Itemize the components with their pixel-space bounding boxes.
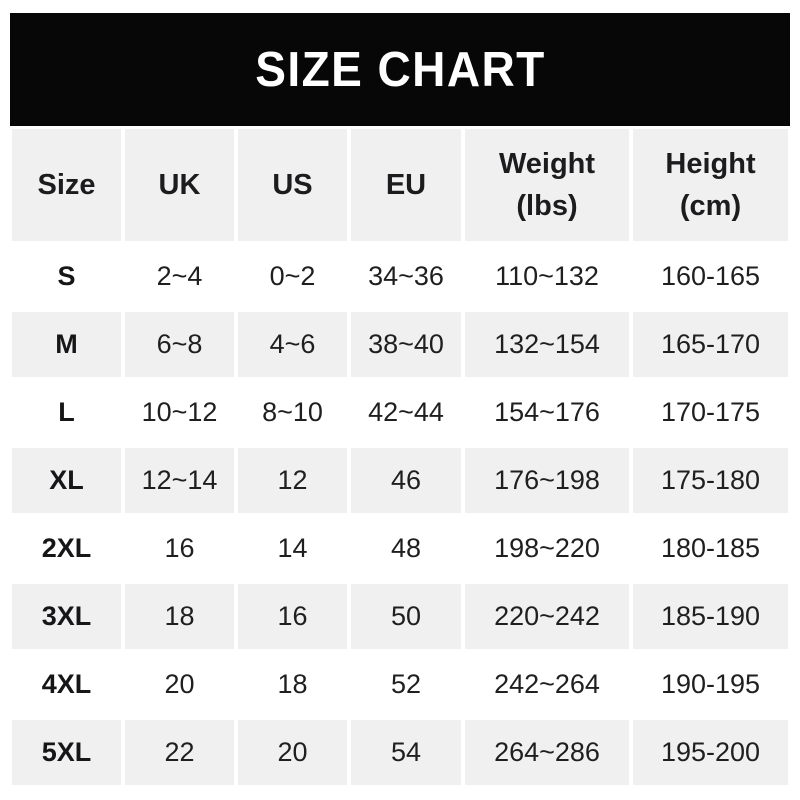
column-header-height: Height (cm) — [633, 129, 788, 241]
uk-cell: 22 — [125, 720, 234, 785]
size-cell: 3XL — [12, 584, 121, 649]
column-header-eu: EU — [351, 129, 461, 241]
weight-cell: 220~242 — [465, 584, 629, 649]
table-row: 4XL 20 18 52 242~264 190-195 — [12, 652, 788, 717]
size-cell: 2XL — [12, 516, 121, 581]
size-chart-table: Size UK US EU Weight (lbs) Height (cm) S… — [12, 129, 788, 785]
table-row: M 6~8 4~6 38~40 132~154 165-170 — [12, 312, 788, 377]
eu-cell: 46 — [351, 448, 461, 513]
table-row: S 2~4 0~2 34~36 110~132 160-165 — [12, 244, 788, 309]
column-header-size: Size — [12, 129, 121, 241]
us-cell: 12 — [238, 448, 347, 513]
us-cell: 14 — [238, 516, 347, 581]
us-cell: 4~6 — [238, 312, 347, 377]
size-cell: 4XL — [12, 652, 121, 717]
height-cell: 170-175 — [633, 380, 788, 445]
height-cell: 180-185 — [633, 516, 788, 581]
uk-cell: 2~4 — [125, 244, 234, 309]
table-row: 3XL 18 16 50 220~242 185-190 — [12, 584, 788, 649]
us-cell: 18 — [238, 652, 347, 717]
us-cell: 20 — [238, 720, 347, 785]
uk-cell: 18 — [125, 584, 234, 649]
height-cell: 165-170 — [633, 312, 788, 377]
uk-cell: 12~14 — [125, 448, 234, 513]
page-title: SIZE CHART — [254, 42, 546, 97]
column-header-weight: Weight (lbs) — [465, 129, 629, 241]
column-header-us: US — [238, 129, 347, 241]
table-row: XL 12~14 12 46 176~198 175-180 — [12, 448, 788, 513]
weight-cell: 110~132 — [465, 244, 629, 309]
table-header-row: Size UK US EU Weight (lbs) Height (cm) — [12, 129, 788, 241]
us-cell: 16 — [238, 584, 347, 649]
uk-cell: 20 — [125, 652, 234, 717]
eu-cell: 34~36 — [351, 244, 461, 309]
height-cell: 175-180 — [633, 448, 788, 513]
size-cell: M — [12, 312, 121, 377]
height-cell: 195-200 — [633, 720, 788, 785]
weight-cell: 154~176 — [465, 380, 629, 445]
eu-cell: 54 — [351, 720, 461, 785]
eu-cell: 52 — [351, 652, 461, 717]
weight-cell: 176~198 — [465, 448, 629, 513]
weight-cell: 198~220 — [465, 516, 629, 581]
us-cell: 0~2 — [238, 244, 347, 309]
size-cell: L — [12, 380, 121, 445]
weight-cell: 132~154 — [465, 312, 629, 377]
column-header-uk: UK — [125, 129, 234, 241]
eu-cell: 48 — [351, 516, 461, 581]
uk-cell: 6~8 — [125, 312, 234, 377]
size-chart-banner: SIZE CHART — [10, 13, 790, 126]
size-cell: XL — [12, 448, 121, 513]
table-row: 5XL 22 20 54 264~286 195-200 — [12, 720, 788, 785]
height-cell: 190-195 — [633, 652, 788, 717]
us-cell: 8~10 — [238, 380, 347, 445]
weight-cell: 242~264 — [465, 652, 629, 717]
size-cell: S — [12, 244, 121, 309]
uk-cell: 16 — [125, 516, 234, 581]
table-row: L 10~12 8~10 42~44 154~176 170-175 — [12, 380, 788, 445]
eu-cell: 38~40 — [351, 312, 461, 377]
eu-cell: 50 — [351, 584, 461, 649]
weight-cell: 264~286 — [465, 720, 629, 785]
height-cell: 185-190 — [633, 584, 788, 649]
eu-cell: 42~44 — [351, 380, 461, 445]
height-cell: 160-165 — [633, 244, 788, 309]
size-cell: 5XL — [12, 720, 121, 785]
table-row: 2XL 16 14 48 198~220 180-185 — [12, 516, 788, 581]
uk-cell: 10~12 — [125, 380, 234, 445]
